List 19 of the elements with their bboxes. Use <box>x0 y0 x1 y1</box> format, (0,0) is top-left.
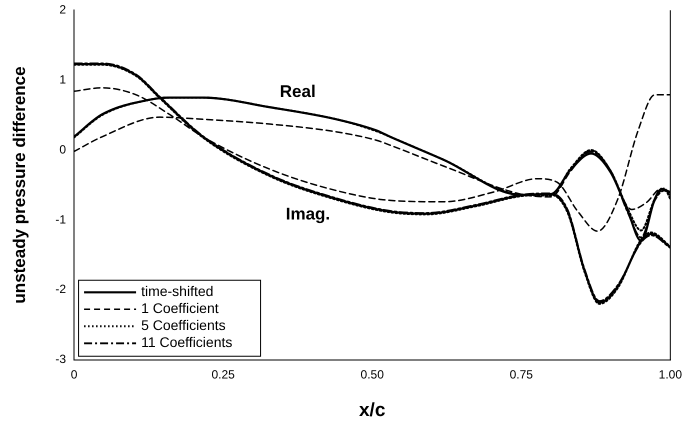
y-tick-label: 1 <box>59 72 66 86</box>
annotation: Real <box>280 82 316 102</box>
x-tick-label: 0 <box>70 367 78 382</box>
y-axis-title: unsteady pressure difference <box>10 66 29 304</box>
y-tick-label: -3 <box>55 352 66 366</box>
y-tick-label: 2 <box>59 2 66 17</box>
x-tick-label: 0.50 <box>360 367 384 382</box>
annotation: Imag. <box>286 204 330 224</box>
y-tick-label: -2 <box>55 282 66 296</box>
x-axis-title: x/c <box>358 400 386 421</box>
legend-label: 5 Coefficients <box>141 317 226 334</box>
x-tick-label: 1.00 <box>658 367 682 382</box>
y-tick-label: -1 <box>55 212 66 226</box>
legend-label: time-shifted <box>141 283 214 300</box>
x-tick-label: 0.75 <box>510 367 534 382</box>
legend-label: 1 Coefficient <box>141 300 219 316</box>
legend-label: 11 Coefficients <box>141 334 232 350</box>
y-tick-label: 0 <box>59 142 66 156</box>
x-tick-label: 0.25 <box>211 367 236 382</box>
